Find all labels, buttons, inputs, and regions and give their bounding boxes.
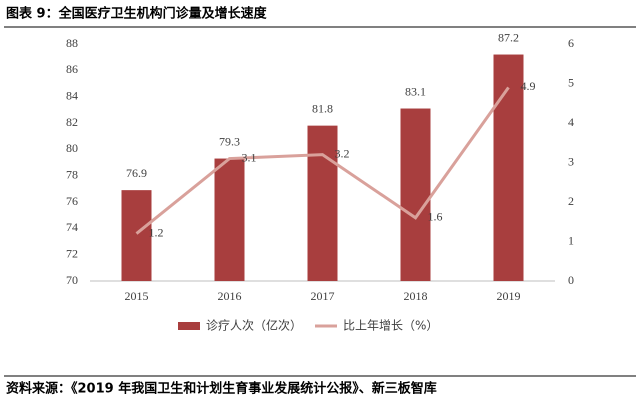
line xyxy=(135,86,510,235)
line-value-label: 1.2 xyxy=(149,225,164,239)
y2-tick-label: 0 xyxy=(568,273,574,287)
chart-title: 图表 9：全国医疗卫生机构门诊量及增长速度 xyxy=(6,6,268,22)
y-tick-label: 76 xyxy=(66,194,78,208)
y2-tick-label: 4 xyxy=(568,115,574,129)
y-tick-label: 72 xyxy=(66,246,78,260)
bar-value-label: 83.1 xyxy=(405,84,426,98)
legend-label: 比上年增长（%） xyxy=(343,319,438,333)
source: 资料来源：《2019 年我国卫生和计划生育事业发展统计公报》、新三板智库 xyxy=(6,381,437,397)
y-tick-label: 86 xyxy=(66,62,78,76)
line-value-label: 3.2 xyxy=(335,146,350,160)
y-tick-label: 74 xyxy=(66,220,78,234)
x-tick-label: 2019 xyxy=(497,289,521,303)
y2-tick-label: 5 xyxy=(568,75,574,89)
line-value-label: 4.9 xyxy=(521,79,536,93)
bar xyxy=(121,190,152,281)
line-value-label: 3.1 xyxy=(242,150,257,164)
y-tick-label: 80 xyxy=(66,141,78,155)
legend-swatch xyxy=(178,322,200,330)
bar-value-label: 79.3 xyxy=(219,134,240,148)
y-tick-label: 78 xyxy=(66,167,78,181)
bar xyxy=(493,54,524,282)
bar-value-label: 76.9 xyxy=(126,166,147,180)
y2-tick-label: 2 xyxy=(568,194,574,208)
y-tick-label: 82 xyxy=(66,115,78,129)
legend-label: 诊疗人次（亿次） xyxy=(206,318,302,333)
y-tick-label: 84 xyxy=(66,88,78,102)
y2-tick-label: 3 xyxy=(568,154,574,168)
bar xyxy=(307,125,338,281)
y2-tick-label: 1 xyxy=(568,233,574,247)
y2-tick-label: 6 xyxy=(568,36,574,50)
bar xyxy=(400,108,431,282)
bar-value-label: 87.2 xyxy=(498,30,519,44)
x-tick-label: 2016 xyxy=(218,289,242,303)
line-value-label: 1.6 xyxy=(428,210,443,224)
x-tick-label: 2018 xyxy=(404,289,428,303)
y-tick-label: 88 xyxy=(66,36,78,50)
x-tick-label: 2017 xyxy=(311,289,335,303)
bar xyxy=(214,158,245,281)
y-tick-label: 70 xyxy=(66,273,78,287)
x-tick-label: 2015 xyxy=(125,289,149,303)
bar-value-label: 81.8 xyxy=(312,101,333,115)
